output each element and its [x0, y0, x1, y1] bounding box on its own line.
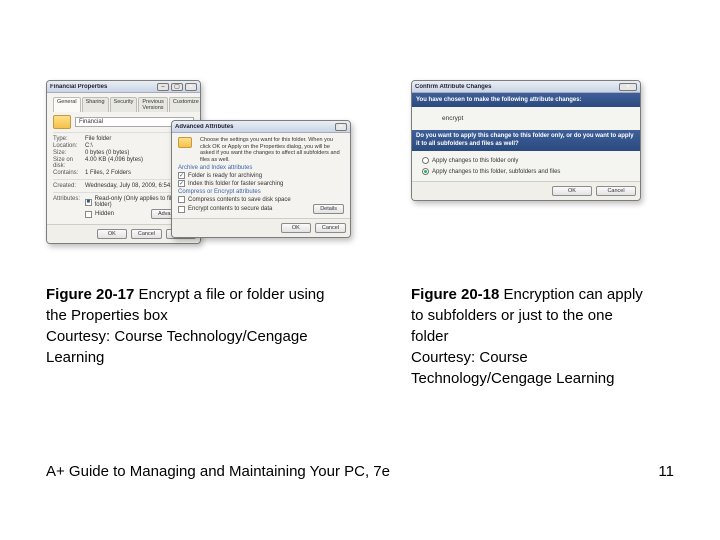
index-label: Index this folder for faster searching: [188, 181, 283, 187]
ok-button[interactable]: OK: [281, 223, 311, 233]
contains-label: Contains:: [53, 170, 85, 176]
figure-right-image-area: Confirm Attribute Changes × You have cho…: [411, 80, 666, 270]
question-stripe: Do you want to apply this change to this…: [412, 130, 640, 151]
opt1-label: Apply changes to this folder only: [432, 158, 518, 164]
encrypt-checkbox[interactable]: [178, 206, 185, 213]
window-title: Financial Properties: [50, 84, 155, 90]
radio-folder-only[interactable]: [422, 157, 429, 164]
footer-book-title: A+ Guide to Managing and Maintaining You…: [46, 463, 390, 480]
ok-button[interactable]: OK: [97, 229, 127, 239]
advanced-attributes-window: Advanced Attributes × Choose the setting…: [171, 120, 351, 238]
caption-bold: Figure 20-17: [46, 286, 134, 303]
ok-button[interactable]: OK: [552, 186, 592, 196]
hidden-label: Hidden: [95, 211, 114, 217]
tab-security[interactable]: Security: [110, 97, 138, 112]
compress-checkbox[interactable]: [178, 196, 185, 203]
encrypt-label: Encrypt contents to secure data: [188, 206, 272, 212]
close-icon[interactable]: ×: [619, 83, 637, 91]
compress-label: Compress contents to save disk space: [188, 197, 291, 203]
tab-sharing[interactable]: Sharing: [82, 97, 109, 112]
cancel-button[interactable]: Cancel: [315, 223, 346, 233]
window-title: Advanced Attributes: [175, 124, 333, 130]
figures-row: Financial Properties – ▢ × General Shari…: [46, 80, 674, 389]
caption-courtesy: Courtesy: Course Technology/Cengage Lear…: [411, 349, 615, 387]
figure-right: Confirm Attribute Changes × You have cho…: [411, 80, 666, 389]
advanced-description: Choose the settings you want for this fo…: [200, 137, 344, 163]
cancel-button[interactable]: Cancel: [131, 229, 162, 239]
maximize-icon[interactable]: ▢: [171, 83, 183, 91]
opt2-label: Apply changes to this folder, subfolders…: [432, 169, 560, 175]
folder-icon: [53, 115, 71, 129]
tab-previous[interactable]: Previous Versions: [138, 97, 167, 112]
minimize-icon[interactable]: –: [157, 83, 169, 91]
attributes-label: Attributes:: [53, 196, 85, 202]
figure-left-caption: Figure 20-17 Encrypt a file or folder us…: [46, 284, 336, 368]
figure-right-caption: Figure 20-18 Encryption can apply to sub…: [411, 284, 651, 389]
disk-label: Size on disk:: [53, 157, 85, 169]
tab-strip: General Sharing Security Previous Versio…: [53, 97, 194, 112]
figure-left-image-area: Financial Properties – ▢ × General Shari…: [46, 80, 371, 270]
page-number: 11: [658, 463, 674, 480]
tab-customize[interactable]: Customize: [169, 97, 201, 112]
readonly-checkbox[interactable]: ■: [85, 199, 92, 206]
compress-group-title: Compress or Encrypt attributes: [178, 189, 344, 195]
advanced-buttons: OK Cancel: [172, 218, 350, 237]
figure-left: Financial Properties – ▢ × General Shari…: [46, 80, 371, 389]
close-icon[interactable]: ×: [185, 83, 197, 91]
radio-subfolders[interactable]: [422, 168, 429, 175]
archive-label: Folder is ready for archiving: [188, 173, 262, 179]
archive-checkbox[interactable]: ✓: [178, 172, 185, 179]
archive-group-title: Archive and Index attributes: [178, 165, 344, 171]
window-title: Confirm Attribute Changes: [415, 84, 617, 90]
size-label: Size:: [53, 150, 85, 156]
created-label: Created:: [53, 183, 85, 189]
folder-icon: [178, 137, 192, 148]
caption-bold: Figure 20-18: [411, 286, 499, 303]
confirm-body: encrypt: [412, 107, 640, 130]
titlebar: Confirm Attribute Changes ×: [412, 81, 640, 93]
info-stripe: You have chosen to make the following at…: [412, 93, 640, 107]
close-icon[interactable]: ×: [335, 123, 347, 131]
hidden-checkbox[interactable]: [85, 211, 92, 218]
confirm-attribute-window: Confirm Attribute Changes × You have cho…: [411, 80, 641, 201]
cancel-button[interactable]: Cancel: [596, 186, 636, 196]
type-label: Type:: [53, 136, 85, 142]
change-item: encrypt: [418, 111, 634, 126]
slide-page: Financial Properties – ▢ × General Shari…: [0, 0, 720, 540]
options-block: Apply changes to this folder only Apply …: [412, 151, 640, 181]
index-checkbox[interactable]: ✓: [178, 180, 185, 187]
tab-general[interactable]: General: [53, 97, 81, 112]
location-label: Location:: [53, 143, 85, 149]
details-button[interactable]: Details: [313, 204, 344, 214]
caption-courtesy: Courtesy: Course Technology/Cengage Lear…: [46, 328, 308, 366]
titlebar: Advanced Attributes ×: [172, 121, 350, 133]
advanced-body: Choose the settings you want for this fo…: [172, 133, 350, 218]
titlebar: Financial Properties – ▢ ×: [47, 81, 200, 93]
confirm-buttons: OK Cancel: [412, 181, 640, 200]
